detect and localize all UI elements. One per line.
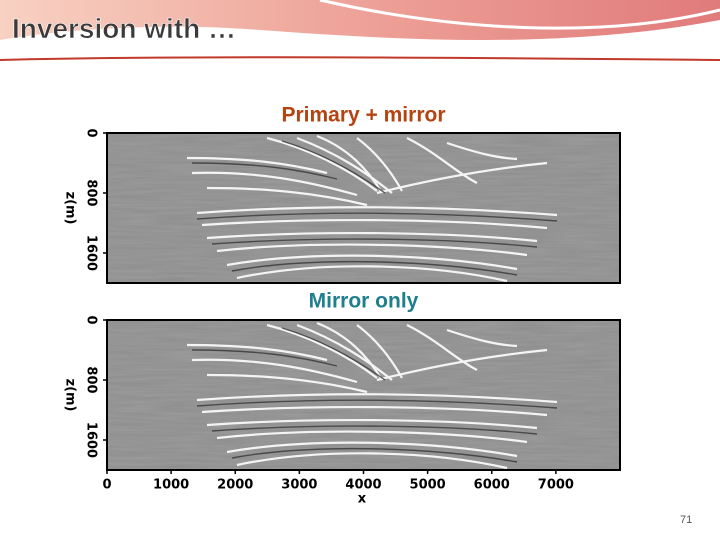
y-tick-label: 1600 [84,235,99,271]
x-tick-label: 1000 [153,478,189,493]
y-tick-label: 800 [84,179,99,206]
x-tick-label: 4000 [345,478,381,493]
seismic-image [107,320,620,470]
y-tick-label: 800 [84,366,99,393]
y-axis-label: z(m) [63,379,78,412]
x-tick-label: 5000 [410,478,446,493]
y-tick-label: 0 [84,315,99,324]
x-tick-label: 2000 [217,478,253,493]
panel-label: Mirror only [309,290,419,313]
x-tick-label: 0 [102,478,111,493]
slide-title: Inversion with … [12,13,236,44]
y-axis-label: z(m) [63,192,78,225]
y-tick-label: 0 [84,128,99,137]
x-tick-label: 3000 [281,478,317,493]
panel-label: Primary + mirror [281,104,445,127]
page-number: 71 [680,514,692,526]
x-tick-label: 6000 [474,478,510,493]
image-frame [106,132,621,284]
x-axis-label: x [358,492,367,507]
x-tick-label: 7000 [538,478,574,493]
y-tick-label: 1600 [84,422,99,458]
banner [0,0,720,61]
seismic-image [107,133,620,283]
